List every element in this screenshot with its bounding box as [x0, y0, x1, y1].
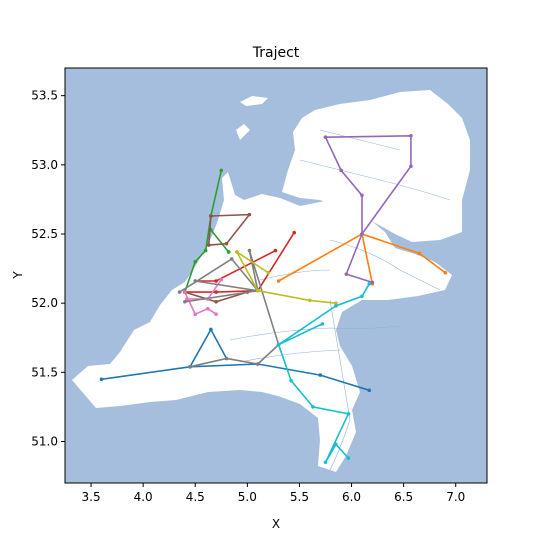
rivers — [229, 129, 451, 471]
station-point — [247, 248, 252, 253]
route-line-19 — [277, 283, 370, 463]
plot-area — [65, 68, 487, 483]
y-axis-ticks: 51.0 51.5 52.0 52.5 53.0 53.5 — [31, 89, 65, 449]
station-point — [209, 327, 213, 332]
station-point — [360, 193, 364, 198]
station-point — [311, 405, 315, 409]
chart-title: Traject — [252, 45, 300, 61]
station-point — [276, 279, 281, 283]
station-point — [255, 288, 260, 293]
station-point — [206, 243, 211, 247]
y-axis-label: Y — [11, 271, 25, 280]
x-axis-label: X — [272, 517, 280, 531]
station-point — [417, 251, 422, 256]
x-axis-ticks: 3.5 4.0 4.5 5.0 5.5 6.0 6.5 7.0 — [82, 483, 465, 504]
y-tick-label: 51.5 — [31, 365, 58, 379]
station-point — [308, 298, 312, 303]
station-point — [214, 279, 218, 283]
station-point — [193, 279, 198, 283]
x-tick-label: 6.5 — [394, 490, 413, 504]
route-line-17 — [236, 251, 336, 304]
station-point — [219, 277, 224, 282]
station-point — [203, 248, 208, 253]
route-line-7 — [184, 232, 295, 293]
station-point — [346, 412, 351, 416]
y-tick-label: 53.0 — [31, 158, 58, 172]
station-point — [334, 301, 338, 305]
x-tick-label: 4.5 — [186, 490, 205, 504]
station-point — [323, 460, 328, 465]
station-point — [183, 299, 187, 304]
station-point — [344, 272, 349, 276]
route-line-20 — [278, 323, 323, 346]
station-point — [292, 230, 297, 235]
station-point — [226, 250, 231, 254]
station-point — [235, 250, 239, 254]
station-point — [219, 168, 224, 173]
station-point — [193, 259, 198, 264]
station-point — [183, 290, 187, 294]
route-line-15 — [179, 250, 280, 368]
y-tick-label: 53.5 — [31, 89, 58, 103]
station-point — [276, 342, 281, 347]
station-point — [443, 270, 448, 275]
x-tick-label: 4.0 — [134, 490, 153, 504]
route-line-6 — [210, 229, 230, 253]
route-line-13 — [184, 291, 217, 316]
route-line-18 — [236, 251, 269, 274]
x-tick-label: 3.5 — [82, 490, 101, 504]
station-point — [214, 299, 218, 304]
x-tick-label: 6.0 — [342, 490, 361, 504]
station-point — [334, 304, 338, 308]
station-point — [320, 322, 325, 326]
station-point — [214, 290, 218, 294]
station-point — [247, 212, 252, 217]
station-point — [370, 280, 375, 285]
station-point — [367, 282, 372, 286]
x-tick-label: 7.0 — [446, 490, 465, 504]
station-point — [193, 312, 198, 317]
y-tick-label: 51.0 — [31, 435, 58, 449]
y-tick-label: 52.5 — [31, 227, 58, 241]
station-point — [318, 373, 323, 377]
station-point — [205, 306, 210, 311]
station-point — [177, 290, 182, 294]
station-point — [346, 456, 351, 460]
station-point — [229, 257, 234, 261]
station-point — [224, 241, 229, 246]
station-point — [185, 297, 189, 301]
station-point — [99, 377, 104, 382]
station-point — [266, 270, 270, 275]
station-point — [289, 378, 293, 383]
station-point — [323, 135, 328, 139]
station-point — [409, 133, 413, 138]
station-point — [367, 388, 372, 393]
station-point — [334, 442, 338, 447]
route-line-3 — [278, 233, 446, 282]
station-point — [255, 362, 260, 366]
x-tick-label: 5.0 — [238, 490, 257, 504]
station-point — [188, 365, 192, 369]
station-point — [360, 232, 364, 236]
station-point — [214, 312, 218, 317]
station-point — [224, 356, 229, 361]
netherlands-land — [72, 90, 470, 472]
plot-frame — [64, 67, 488, 484]
route-line-4 — [361, 233, 374, 284]
station-point — [360, 294, 364, 299]
station-point — [273, 248, 278, 253]
x-tick-label: 5.5 — [290, 490, 309, 504]
route-lines — [99, 133, 448, 465]
station-point — [339, 168, 343, 173]
station-point — [209, 214, 213, 218]
y-tick-label: 52.0 — [31, 296, 58, 310]
station-point — [409, 164, 413, 169]
